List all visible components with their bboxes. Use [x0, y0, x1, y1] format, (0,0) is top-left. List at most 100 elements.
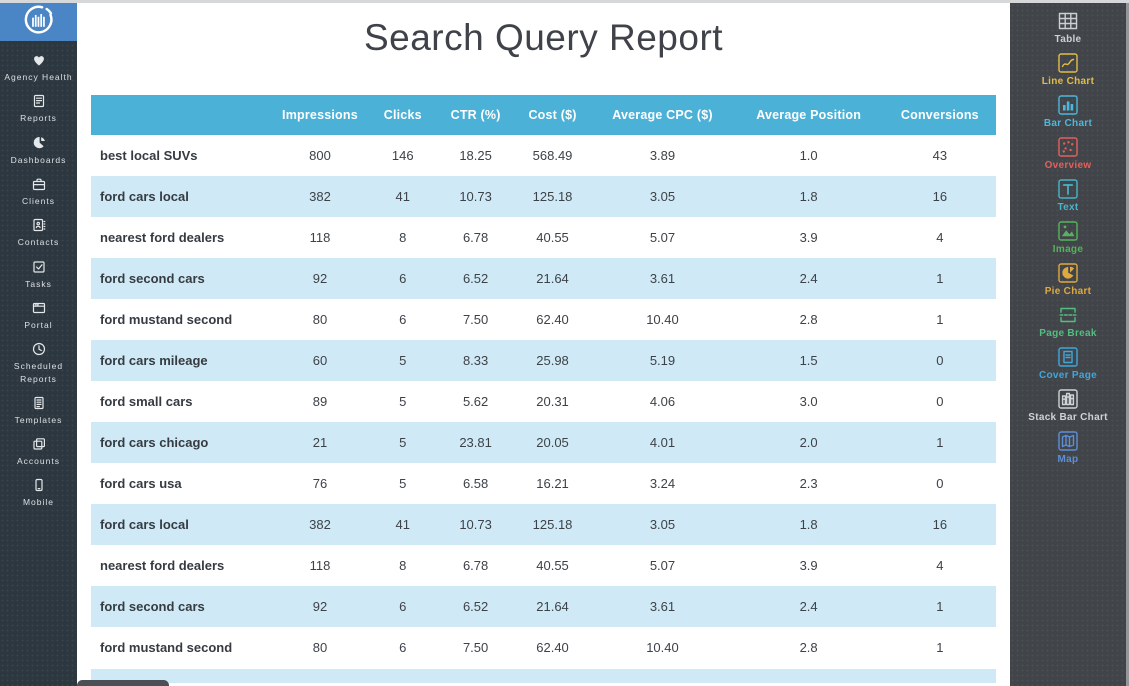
value-cell: 5.07	[649, 558, 676, 573]
widget-item-map[interactable]: Map	[1010, 430, 1126, 465]
widget-pie-chart-icon	[1057, 262, 1079, 284]
table-row: ford cars mileage 60 5 8.33 25.98 5.19 1.5 0	[91, 340, 996, 381]
value-cell: 125.18	[532, 517, 573, 532]
value-cell: 2.4	[799, 599, 818, 614]
sidebar-item-templates[interactable]: Templates	[3, 395, 75, 426]
value-cell: 16	[932, 517, 948, 532]
app-window: Agency Health Reports Dashboards Clients…	[0, 3, 1129, 686]
widget-item-text[interactable]: Text	[1010, 178, 1126, 213]
widget-item-page-break[interactable]: Page Break	[1010, 304, 1126, 339]
sidebar-item-mobile[interactable]: Mobile	[3, 477, 75, 508]
value-cell: 43	[932, 148, 948, 163]
value-cell: 5	[399, 435, 407, 450]
query-cell: ford cars mileage	[100, 353, 208, 368]
sidebar-item-agency-health[interactable]: Agency Health	[3, 52, 75, 83]
clock-icon	[31, 341, 47, 357]
value-cell: 146	[391, 148, 414, 163]
query-cell: nearest ford dealers	[100, 230, 225, 245]
sidebar-item-scheduled-reports[interactable]: Scheduled Reports	[3, 341, 75, 385]
value-cell: 6	[399, 599, 407, 614]
value-cell: 3.89	[649, 148, 676, 163]
widget-item-stack-bar-chart[interactable]: Stack Bar Chart	[1010, 388, 1126, 423]
widget-item-label: Page Break	[1039, 328, 1097, 339]
value-cell: 80	[312, 640, 328, 655]
top-border-strip	[0, 0, 1129, 3]
value-cell: 8.33	[462, 353, 489, 368]
table-row: ford mustand second 80 6 7.50 62.40 10.40 2.8 1	[91, 299, 996, 340]
value-cell: 1	[936, 599, 944, 614]
value-cell: 3.61	[649, 271, 676, 286]
widget-item-pie-chart[interactable]: Pie Chart	[1010, 262, 1126, 297]
widget-text-icon	[1057, 178, 1079, 200]
widget-item-image[interactable]: Image	[1010, 220, 1126, 255]
search-query-table: Impressions Clicks CTR (%) Cost ($) Average …	[91, 95, 996, 668]
widget-cover-page-icon	[1057, 346, 1079, 368]
value-cell: 4	[936, 558, 944, 573]
value-cell: 4	[936, 230, 944, 245]
value-cell: 6.52	[462, 599, 489, 614]
sidebar-item-portal[interactable]: Portal	[3, 300, 75, 331]
value-cell: 3.0	[799, 394, 818, 409]
value-cell: 10.40	[646, 312, 679, 327]
table-row: ford second cars 92 6 6.52 21.64 3.61 2.4 1	[91, 586, 996, 627]
value-cell: 92	[312, 271, 328, 286]
partial-table-row	[91, 669, 996, 683]
query-cell: ford mustand second	[100, 640, 233, 655]
sidebar-item-dashboards[interactable]: Dashboards	[3, 135, 75, 166]
sidebar-item-accounts[interactable]: Accounts	[3, 436, 75, 467]
column-header: Average CPC ($)	[591, 95, 734, 135]
value-cell: 382	[309, 189, 331, 204]
value-cell: 76	[312, 476, 328, 491]
table-row: ford cars local 382 41 10.73 125.18 3.05 1.8 16	[91, 176, 996, 217]
sidebar-item-label: Clients	[22, 195, 55, 206]
value-cell: 4.06	[649, 394, 676, 409]
widget-item-overview[interactable]: Overview	[1010, 136, 1126, 171]
sidebar-item-reports[interactable]: Reports	[3, 93, 75, 124]
column-header: CTR (%)	[437, 95, 514, 135]
widget-item-cover-page[interactable]: Cover Page	[1010, 346, 1126, 381]
widget-page-break-icon	[1057, 304, 1079, 326]
left-sidebar: Agency Health Reports Dashboards Clients…	[0, 3, 77, 686]
value-cell: 23.81	[459, 435, 492, 450]
value-cell: 8	[399, 230, 407, 245]
stacked-cards-icon	[31, 436, 47, 452]
report-table-widget[interactable]: Impressions Clicks CTR (%) Cost ($) Average …	[91, 95, 996, 668]
widget-item-bar-chart[interactable]: Bar Chart	[1010, 94, 1126, 129]
value-cell: 6	[399, 271, 407, 286]
widget-item-line-chart[interactable]: Line Chart	[1010, 52, 1126, 87]
sidebar-item-label: Scheduled Reports	[13, 361, 64, 384]
widget-map-icon	[1057, 430, 1079, 452]
value-cell: 3.9	[799, 558, 818, 573]
widget-item-label: Map	[1057, 454, 1079, 465]
sidebar-item-tasks[interactable]: Tasks	[3, 259, 75, 290]
value-cell: 568.49	[532, 148, 573, 163]
pie-gauge-icon	[31, 135, 47, 151]
sidebar-item-label: Agency Health	[4, 72, 73, 82]
value-cell: 1.8	[799, 517, 818, 532]
value-cell: 125.18	[532, 189, 573, 204]
column-header: Clicks	[367, 95, 438, 135]
value-cell: 10.40	[646, 640, 679, 655]
widget-image-icon	[1057, 220, 1079, 242]
sidebar-item-contacts[interactable]: Contacts	[3, 217, 75, 248]
value-cell: 2.8	[799, 312, 818, 327]
value-cell: 0	[936, 394, 944, 409]
table-row: nearest ford dealers 118 8 6.78 40.55 5.07 3.9…	[91, 545, 996, 586]
value-cell: 5.62	[462, 394, 489, 409]
report-icon	[31, 93, 47, 109]
widget-palette: Table Line Chart Bar Chart Overview Text…	[1010, 3, 1129, 686]
value-cell: 5	[399, 476, 407, 491]
value-cell: 6	[399, 312, 407, 327]
value-cell: 40.55	[536, 230, 569, 245]
value-cell: 3.9	[799, 230, 818, 245]
widget-item-label: Overview	[1044, 160, 1092, 171]
app-logo[interactable]	[0, 3, 77, 41]
document-icon	[31, 395, 47, 411]
value-cell: 89	[312, 394, 328, 409]
column-header: Average Position	[733, 95, 884, 135]
bottom-left-handle[interactable]	[77, 680, 169, 686]
widget-item-label: Cover Page	[1038, 370, 1098, 381]
sidebar-item-clients[interactable]: Clients	[3, 176, 75, 207]
widget-item-label: Stack Bar Chart	[1028, 412, 1108, 423]
widget-item-table[interactable]: Table	[1010, 10, 1126, 45]
